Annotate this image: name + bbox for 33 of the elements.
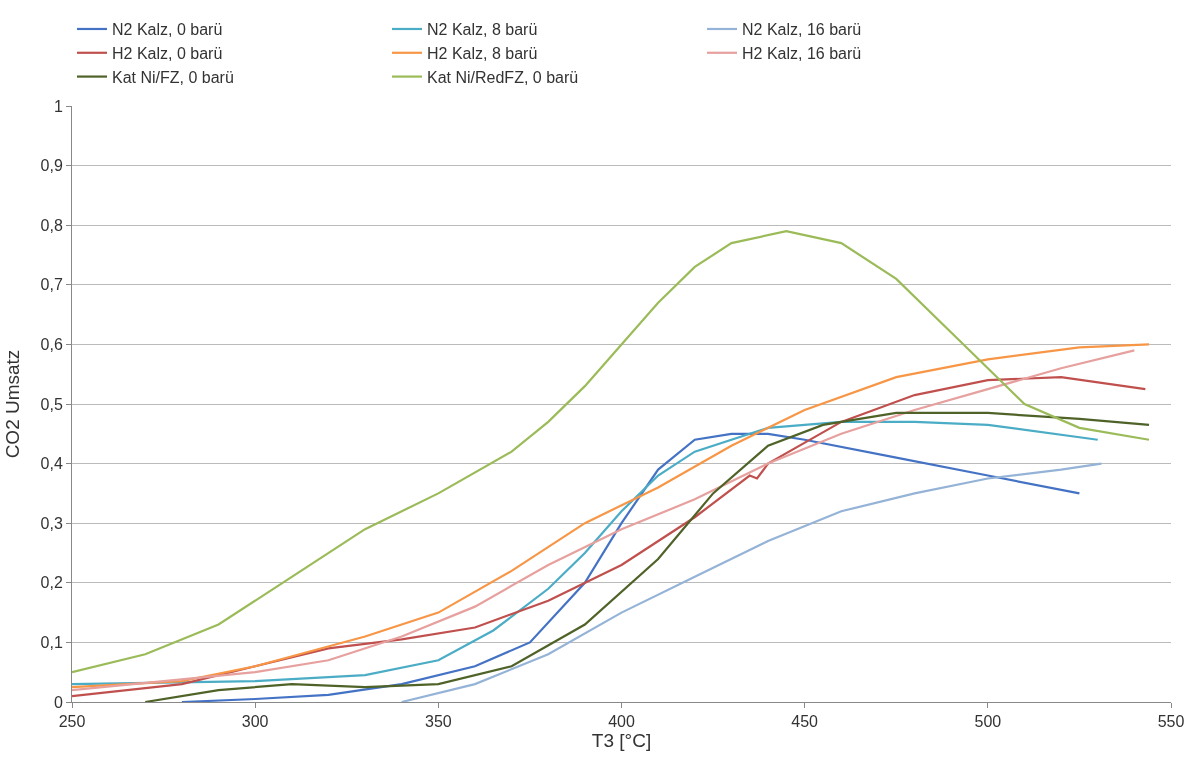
legend-label: N2 Kalz, 0 barü <box>112 21 223 39</box>
y-tick-label: 0,6 <box>40 336 63 353</box>
y-tick-label: 1 <box>53 97 63 115</box>
y-tick-label: 0,5 <box>40 395 63 413</box>
line-series <box>144 411 1151 702</box>
legend-label: H2 Kalz, 8 barü <box>427 45 538 63</box>
y-tick-label: 0 <box>53 693 63 711</box>
x-tick-label: 500 <box>974 713 1002 731</box>
y-tick-label: 0,8 <box>40 216 63 234</box>
y-tick-label: 0,1 <box>40 634 63 651</box>
line-series <box>400 462 1103 702</box>
x-axis-title: T3 [°C] <box>591 730 652 752</box>
line-series <box>72 230 1151 674</box>
y-tick-label: 0,4 <box>40 455 63 473</box>
legend-label: N2 Kalz, 16 barü <box>742 21 862 39</box>
line-series <box>180 432 1081 702</box>
x-tick-label: 350 <box>424 713 452 731</box>
x-tick-label: 300 <box>241 713 269 731</box>
legend-label: Kat Ni/RedFZ, 0 barü <box>427 68 579 86</box>
x-tick-label: 250 <box>58 713 86 731</box>
legend-label: H2 Kalz, 16 barü <box>742 45 862 63</box>
x-tick-label: 400 <box>608 713 635 731</box>
x-tick-label: 450 <box>791 713 819 731</box>
legend-label: H2 Kalz, 0 barü <box>112 45 223 63</box>
y-tick-label: 0,3 <box>40 514 63 532</box>
y-tick-label: 0,9 <box>40 157 63 175</box>
legend-label: Kat Ni/FZ, 0 barü <box>112 68 234 86</box>
x-tick-label: 550 <box>1157 713 1185 731</box>
legend-label: N2 Kalz, 8 barü <box>427 21 538 39</box>
y-tick-label: 0,7 <box>40 276 63 294</box>
y-tick-label: 0,2 <box>40 574 63 592</box>
y-axis-title: CO2 Umsatz <box>2 349 24 459</box>
line-series <box>72 420 1099 686</box>
